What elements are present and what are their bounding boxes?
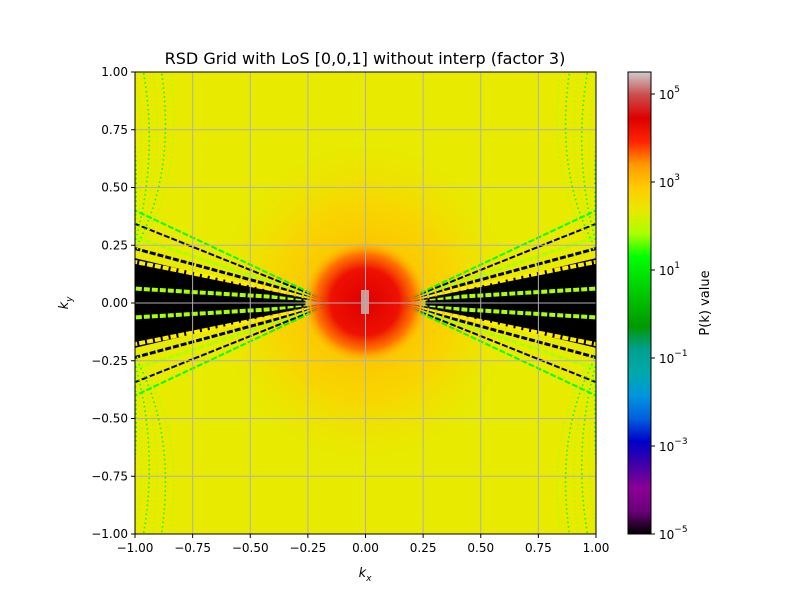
heatmap-streak: [135, 304, 326, 371]
heatmap-streak: [135, 304, 326, 359]
chart-title: RSD Grid with LoS [0,0,1] without interp…: [165, 49, 566, 68]
colorbar-tick-label: 10−1: [659, 349, 688, 366]
heatmap-streak: [135, 305, 326, 384]
colorbar-tick-base: 10: [659, 88, 674, 102]
colorbar-tick-label: 10−3: [659, 437, 688, 454]
heatmap-fringe: [135, 371, 136, 380]
x-tick-label: 0.25: [410, 541, 437, 555]
heatmap-streak: [135, 247, 326, 302]
y-tick-label: −0.50: [91, 412, 128, 426]
heatmap-fringe: [135, 226, 136, 235]
heatmap-fringe: [595, 371, 596, 380]
colorbar-label: P(k) value: [698, 270, 713, 335]
heatmap-streak: [405, 305, 596, 384]
x-tick-label: −0.75: [174, 541, 211, 555]
colorbar-tick-label: 10−5: [659, 525, 688, 542]
y-axis-label-base: k: [57, 301, 72, 309]
heatmap-fringe: [595, 377, 596, 379]
heatmap-fringe: [135, 72, 158, 248]
heatmap-streaks: [135, 72, 596, 534]
heatmap-streak: [135, 209, 326, 301]
colorbar-tick-label: 101: [659, 261, 680, 278]
colorbar-tick-base: 10: [659, 264, 674, 278]
heatmap-fringe: [556, 352, 596, 534]
x-axis-label: kx: [359, 566, 373, 584]
y-tick-label: −0.75: [91, 469, 128, 483]
y-tick-label: 0.50: [101, 181, 128, 195]
y-tick-label: −0.25: [91, 354, 128, 368]
colorbar-tick-exp: 3: [674, 173, 680, 183]
x-tick-label: −0.50: [232, 541, 269, 555]
colorbar-tick-exp: −3: [674, 437, 687, 447]
heatmap-fringe: [135, 229, 136, 232]
heatmap-fringe: [580, 361, 596, 534]
colorbar-tick-exp: −1: [674, 349, 687, 359]
colorbar-tick-exp: 5: [674, 85, 680, 95]
heatmap-fringe: [135, 377, 136, 379]
colorbar-tick-exp: −5: [674, 525, 687, 535]
gridlines: [135, 72, 596, 534]
y-tick-label: −1.00: [91, 527, 128, 541]
heatmap-fringe: [573, 358, 596, 534]
x-tick-label: 0.00: [352, 541, 379, 555]
heatmap-fringe: [556, 72, 596, 254]
colorbar-tick-base: 10: [659, 352, 674, 366]
heatmap-fringe: [135, 352, 175, 534]
x-tick-label: −1.00: [117, 541, 154, 555]
heatmap-fringe: [135, 72, 175, 254]
heatmap-streak: [135, 235, 326, 302]
x-axis-ticks: −1.00 −0.75 −0.50 −0.25 0.00 0.25 0.50 0.75 1.00: [117, 534, 610, 555]
colorbar-tick-base: 10: [659, 176, 674, 190]
plot-area: [135, 72, 596, 534]
colorbar-tick-label: 105: [659, 85, 680, 102]
heatmap-fringe: [135, 72, 151, 245]
heatmap-fringe: [595, 226, 596, 235]
heatmap-streak: [405, 222, 596, 301]
y-axis-label: ky: [57, 296, 75, 310]
colorbar-frame: [627, 71, 652, 535]
y-tick-label: 0.00: [101, 296, 128, 310]
heatmap-fringe: [595, 374, 596, 377]
heatmap-fringe: [135, 227, 136, 229]
heatmap-streak: [135, 305, 326, 397]
colorbar-gradient: [628, 72, 651, 534]
heatmap-fringe: [135, 358, 158, 534]
heatmap-fringe: [580, 72, 596, 245]
heatmap-streak: [135, 259, 326, 302]
heatmap-fringe: [135, 361, 151, 534]
y-tick-label: 0.75: [101, 123, 128, 137]
x-axis-label-base: k: [359, 566, 367, 581]
heatmap-streak: [405, 235, 596, 302]
x-tick-label: 1.00: [583, 541, 610, 555]
colorbar-tick-label: 103: [659, 173, 680, 190]
y-axis-ticks: 1.00 0.75 0.50 0.25 0.00 −0.25 −0.50 −0.75 −1.00: [91, 65, 135, 541]
colorbar-tick-exp: 1: [674, 261, 680, 271]
heatmap-streak: [135, 304, 326, 347]
heatmap-streak: [405, 304, 596, 347]
x-tick-label: 0.50: [467, 541, 494, 555]
heatmap-streak: [405, 247, 596, 302]
heatmap-fringe: [135, 374, 136, 377]
x-tick-label: 0.75: [525, 541, 552, 555]
heatmap-fringe: [573, 72, 596, 248]
colorbar-tick-base: 10: [659, 528, 674, 542]
heatmap-streak: [405, 304, 596, 371]
heatmap-streak: [405, 305, 596, 397]
y-tick-label: 0.25: [101, 238, 128, 252]
heatmap-streak: [405, 304, 596, 359]
colorbar-tick-base: 10: [659, 440, 674, 454]
y-tick-label: 1.00: [101, 65, 128, 79]
x-tick-label: −0.25: [289, 541, 326, 555]
heatmap-streak: [135, 222, 326, 301]
x-axis-label-sub: x: [365, 574, 372, 584]
y-axis-label-sub: y: [65, 296, 75, 303]
heatmap-streak: [405, 259, 596, 302]
heatmap-streak: [405, 209, 596, 301]
heatmap-fringe: [595, 229, 596, 232]
heatmap-fringe: [595, 227, 596, 229]
